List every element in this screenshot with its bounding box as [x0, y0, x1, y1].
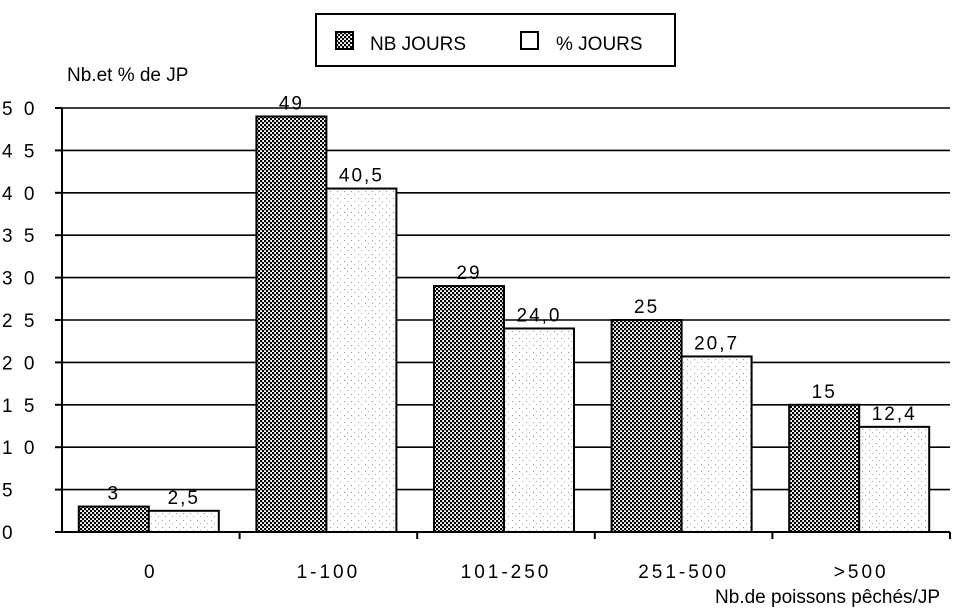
x-axis-labels: 0 1-100 101-250 251-500 >500 — [144, 532, 951, 583]
y-tick-label: 4 5 — [2, 141, 37, 162]
data-label-nb-jours: 25 — [634, 297, 659, 318]
data-label-pct-jours: 2,5 — [168, 488, 200, 509]
y-axis-title: Nb.et % de JP — [67, 65, 188, 86]
y-tick-label: 2 5 — [2, 311, 37, 332]
legend-box — [315, 13, 676, 67]
bar-nb-jours — [255, 115, 328, 533]
bar-pct-jours — [680, 355, 753, 533]
bar-nb-jours — [610, 319, 683, 533]
bar-pct-jours — [147, 509, 220, 533]
x-category-label: 251-500 — [638, 562, 729, 583]
y-tick-label: 3 0 — [2, 269, 37, 290]
y-tick-label: 3 5 — [2, 226, 37, 247]
bar-pct-jours — [858, 425, 931, 533]
y-tick-label: 1 5 — [2, 396, 37, 417]
bar-nb-jours — [433, 285, 505, 533]
y-tick-label: 5 0 — [2, 99, 37, 120]
y-tick-label: 2 0 — [2, 353, 37, 374]
data-label-nb-jours: 29 — [456, 263, 481, 284]
data-label-nb-jours: 15 — [812, 382, 837, 403]
data-label-nb-jours: 3 — [108, 484, 121, 505]
bar-nb-jours — [788, 403, 861, 533]
y-tick-label: 0 — [2, 523, 16, 544]
legend-swatch-nb-jours — [335, 31, 354, 50]
y-tick-label: 5 — [2, 481, 16, 502]
data-label-pct-jours: 40,5 — [339, 166, 384, 187]
bar-nb-jours — [77, 505, 150, 533]
x-axis-title: Nb.de poissons pêchés/JP — [715, 587, 940, 608]
bars: 3 2,5 49 40,5 29 24,0 25 20,7 15 12,4 — [77, 93, 931, 534]
data-label-pct-jours: 12,4 — [872, 404, 917, 425]
x-category-label: 0 — [144, 562, 158, 583]
legend-swatch-pct-jours — [520, 31, 539, 50]
y-tick-label: 1 0 — [2, 438, 37, 459]
data-label-nb-jours: 49 — [279, 93, 304, 114]
data-label-pct-jours: 20,7 — [694, 333, 739, 354]
data-label-pct-jours: 24,0 — [517, 305, 562, 326]
bar-pct-jours — [503, 327, 575, 534]
legend: NB JOURS % JOURS — [315, 13, 676, 67]
y-tick-label: 4 0 — [2, 184, 37, 205]
y-axis-ticks: 0 5 1 0 1 5 2 0 2 5 3 0 3 5 4 0 4 5 5 0 — [2, 99, 62, 544]
legend-label-nb-jours: NB JOURS — [370, 34, 466, 55]
bar-pct-jours — [325, 187, 398, 533]
x-category-label: 1-100 — [297, 562, 361, 583]
legend-label-pct-jours: % JOURS — [556, 34, 643, 55]
x-category-label: >500 — [834, 562, 889, 583]
x-category-label: 101-250 — [461, 562, 552, 583]
